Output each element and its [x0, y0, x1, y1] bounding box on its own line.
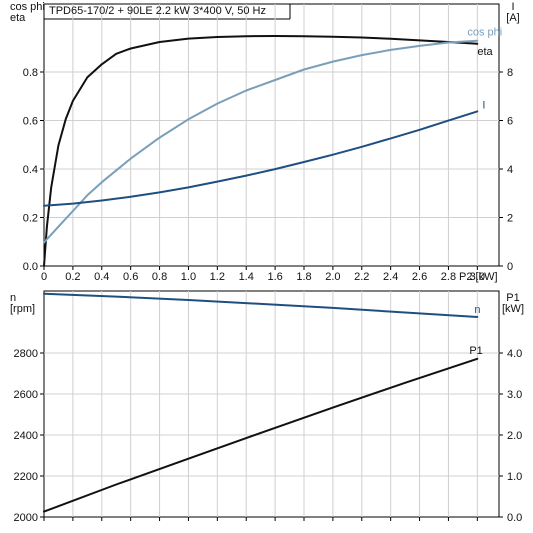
series-line-cos-phi: [43, 39, 479, 244]
x-tick-label: 2.8: [441, 271, 456, 283]
y-left-tick-label: 2000: [14, 512, 38, 524]
series-line-eta: [43, 35, 479, 267]
series-label-P1: P1: [469, 345, 482, 357]
series-line-P1: [43, 357, 479, 513]
y-right-tick-label: 4.0: [507, 348, 522, 360]
series-label-n: n: [474, 304, 480, 316]
x-axis-label: P2 [kW]: [459, 271, 498, 283]
y-left-tick-label: 2600: [14, 389, 38, 401]
y-left-tick-label: 2400: [14, 430, 38, 442]
y-left-tick-label: 2200: [14, 471, 38, 483]
y-right-tick-label: 6: [507, 116, 513, 128]
y-left-axis-unit: [rpm]: [10, 303, 35, 315]
y-left-axis-label: n: [10, 292, 16, 304]
y-right-tick-label: 0: [507, 261, 513, 273]
series-line-I: [43, 110, 479, 207]
top-panel: 0 0.2 0.4 0.6 0.8 1.0 1.2 1.4 1.6 1.8 2.0 2.2 2.4 2.6…: [10, 1, 520, 283]
x-tick-label: 0.8: [152, 271, 167, 283]
x-tick-label: 1.8: [296, 271, 311, 283]
x-tick-label: 1.2: [210, 271, 225, 283]
y-right-tick-label: 3.0: [507, 389, 522, 401]
y-left-tick-label: 0.4: [23, 164, 38, 176]
x-tick-label: 0: [41, 271, 47, 283]
x-tick-label: 3.0: [470, 271, 485, 283]
x-tick-label: 1.0: [181, 271, 196, 283]
plot-frame: [43, 3, 500, 267]
x-tick-label: 0.6: [123, 271, 138, 283]
y-left-tick-label: 0.2: [23, 213, 38, 225]
x-tick-label: 2.6: [412, 271, 427, 283]
y-right-tick-label: 8: [507, 67, 513, 79]
y-right-tick-label: 0.0: [507, 512, 522, 524]
series-label-cos-phi: cos phi: [467, 27, 502, 39]
y-right-tick-label: 4: [507, 164, 513, 176]
x-tick-label: 1.6: [267, 271, 282, 283]
chart-title: TPD65-170/2 + 90LE 2.2 kW 3*400 V, 50 Hz: [49, 5, 266, 17]
series-label-eta: eta: [477, 46, 493, 58]
y-right-tick-label: 1.0: [507, 471, 522, 483]
y-right-tick-label: 2: [507, 213, 513, 225]
y-left-tick-label: 0.8: [23, 67, 38, 79]
series-line-n: [43, 292, 479, 318]
y-right-tick-label: 2.0: [507, 430, 522, 442]
series-label-I: I: [482, 99, 485, 111]
y-left-axis-unit: eta: [10, 12, 26, 24]
x-tick-label: 2.4: [383, 271, 398, 283]
y-left-tick-label: 0.0: [23, 261, 38, 273]
x-tick-label: 1.4: [239, 271, 254, 283]
y-left-axis-label: cos phi: [10, 1, 45, 13]
x-tick-label: 2.0: [325, 271, 340, 283]
y-right-axis-label: I: [511, 1, 514, 13]
y-right-axis-unit: [A]: [506, 12, 519, 24]
y-right-axis-label: P1: [506, 292, 519, 304]
x-tick-label: 2.2: [354, 271, 369, 283]
y-left-tick-label: 0.6: [23, 116, 38, 128]
y-right-axis-unit: [kW]: [502, 303, 524, 315]
plot-frame: [43, 290, 500, 518]
x-tick-label: 0.4: [94, 271, 109, 283]
y-left-tick-label: 2800: [14, 348, 38, 360]
x-tick-label: 0.2: [65, 271, 80, 283]
